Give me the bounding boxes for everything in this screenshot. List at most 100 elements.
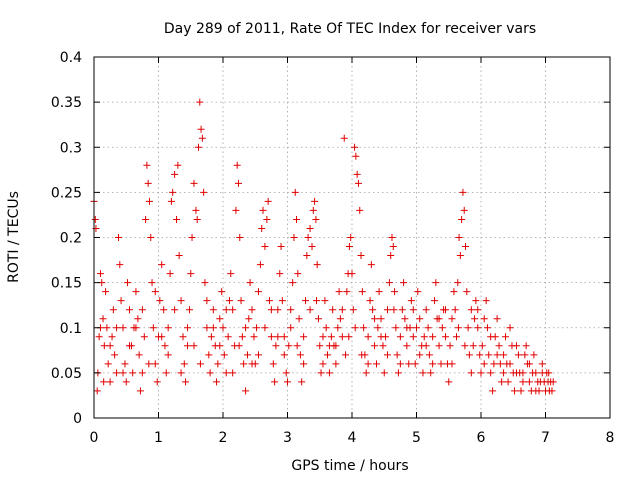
data-point bbox=[371, 342, 379, 350]
data-point bbox=[312, 215, 320, 223]
axis-ticks bbox=[93, 56, 611, 419]
data-point bbox=[285, 342, 293, 350]
data-point bbox=[489, 387, 497, 395]
data-point bbox=[138, 369, 146, 377]
data-point bbox=[174, 161, 182, 169]
data-point bbox=[248, 306, 256, 314]
data-point bbox=[240, 360, 248, 368]
x-tick-label: 1 bbox=[154, 430, 163, 446]
data-point bbox=[216, 315, 224, 323]
data-point bbox=[477, 369, 485, 377]
data-point bbox=[250, 333, 258, 341]
data-point bbox=[145, 197, 153, 205]
y-tick-labels: 0 0.05 0.1 0.15 0.2 0.25 0.3 0.35 0.4 bbox=[51, 50, 82, 427]
data-point bbox=[409, 306, 417, 314]
data-point bbox=[253, 324, 261, 332]
data-point bbox=[348, 270, 356, 278]
data-point bbox=[405, 360, 413, 368]
data-point bbox=[222, 306, 230, 314]
data-point bbox=[396, 360, 404, 368]
data-point bbox=[161, 342, 169, 350]
data-point bbox=[225, 297, 233, 305]
data-point bbox=[377, 333, 385, 341]
x-tick-label: 4 bbox=[348, 430, 357, 446]
data-point bbox=[300, 360, 308, 368]
data-point bbox=[431, 297, 439, 305]
x-tick-label: 8 bbox=[606, 430, 615, 446]
data-point bbox=[198, 134, 206, 142]
data-point bbox=[108, 333, 116, 341]
data-point bbox=[145, 360, 153, 368]
data-point bbox=[135, 351, 143, 359]
data-point bbox=[342, 351, 350, 359]
data-point bbox=[314, 315, 322, 323]
y-tick-label: 0 bbox=[73, 411, 82, 427]
data-point bbox=[287, 324, 295, 332]
data-point bbox=[180, 360, 188, 368]
data-point bbox=[265, 297, 273, 305]
data-point bbox=[197, 125, 205, 133]
data-point bbox=[358, 351, 366, 359]
data-point bbox=[419, 369, 427, 377]
data-point bbox=[442, 333, 450, 341]
data-point bbox=[538, 360, 546, 368]
x-axis-label: GPS time / hours bbox=[291, 458, 408, 474]
data-point bbox=[336, 315, 344, 323]
data-point bbox=[143, 161, 151, 169]
data-point bbox=[125, 306, 133, 314]
data-point bbox=[435, 342, 443, 350]
data-point bbox=[545, 369, 553, 377]
data-point bbox=[403, 342, 411, 350]
data-point bbox=[352, 152, 360, 160]
data-point bbox=[446, 342, 454, 350]
data-point bbox=[106, 378, 114, 386]
data-point bbox=[500, 351, 508, 359]
data-point bbox=[360, 324, 368, 332]
data-point bbox=[91, 215, 99, 223]
data-point bbox=[238, 333, 246, 341]
y-tick-label: 0.2 bbox=[60, 231, 82, 247]
data-point bbox=[245, 315, 253, 323]
y-tick-label: 0.4 bbox=[60, 50, 82, 66]
data-point bbox=[144, 179, 152, 187]
data-point bbox=[338, 306, 346, 314]
data-point bbox=[192, 206, 200, 214]
data-point bbox=[218, 288, 226, 296]
data-point bbox=[345, 333, 353, 341]
data-point bbox=[117, 297, 125, 305]
data-point bbox=[248, 360, 256, 368]
data-point bbox=[263, 215, 271, 223]
data-point bbox=[347, 234, 355, 241]
data-point bbox=[148, 279, 156, 287]
data-point bbox=[271, 378, 279, 386]
data-point bbox=[203, 324, 211, 332]
data-point bbox=[119, 369, 127, 377]
data-point bbox=[216, 342, 224, 350]
data-point bbox=[327, 333, 335, 341]
data-point bbox=[321, 297, 329, 305]
data-point bbox=[113, 369, 121, 377]
data-point bbox=[244, 351, 252, 359]
data-point bbox=[366, 297, 374, 305]
y-tick-label: 0.1 bbox=[60, 321, 82, 337]
data-point bbox=[95, 333, 103, 341]
data-point bbox=[261, 324, 269, 332]
data-point bbox=[156, 297, 164, 305]
data-point bbox=[525, 360, 533, 368]
data-point bbox=[530, 351, 538, 359]
data-point bbox=[280, 333, 288, 341]
data-point bbox=[171, 306, 179, 314]
data-point bbox=[392, 324, 400, 332]
data-point bbox=[471, 315, 479, 323]
data-point bbox=[496, 360, 504, 368]
data-point bbox=[495, 342, 503, 350]
data-point bbox=[424, 324, 432, 332]
data-point bbox=[93, 387, 101, 395]
data-point bbox=[387, 252, 395, 260]
data-point bbox=[369, 306, 377, 314]
data-point bbox=[472, 297, 480, 305]
data-point bbox=[427, 369, 435, 377]
data-point bbox=[519, 378, 527, 386]
data-point bbox=[383, 306, 391, 314]
